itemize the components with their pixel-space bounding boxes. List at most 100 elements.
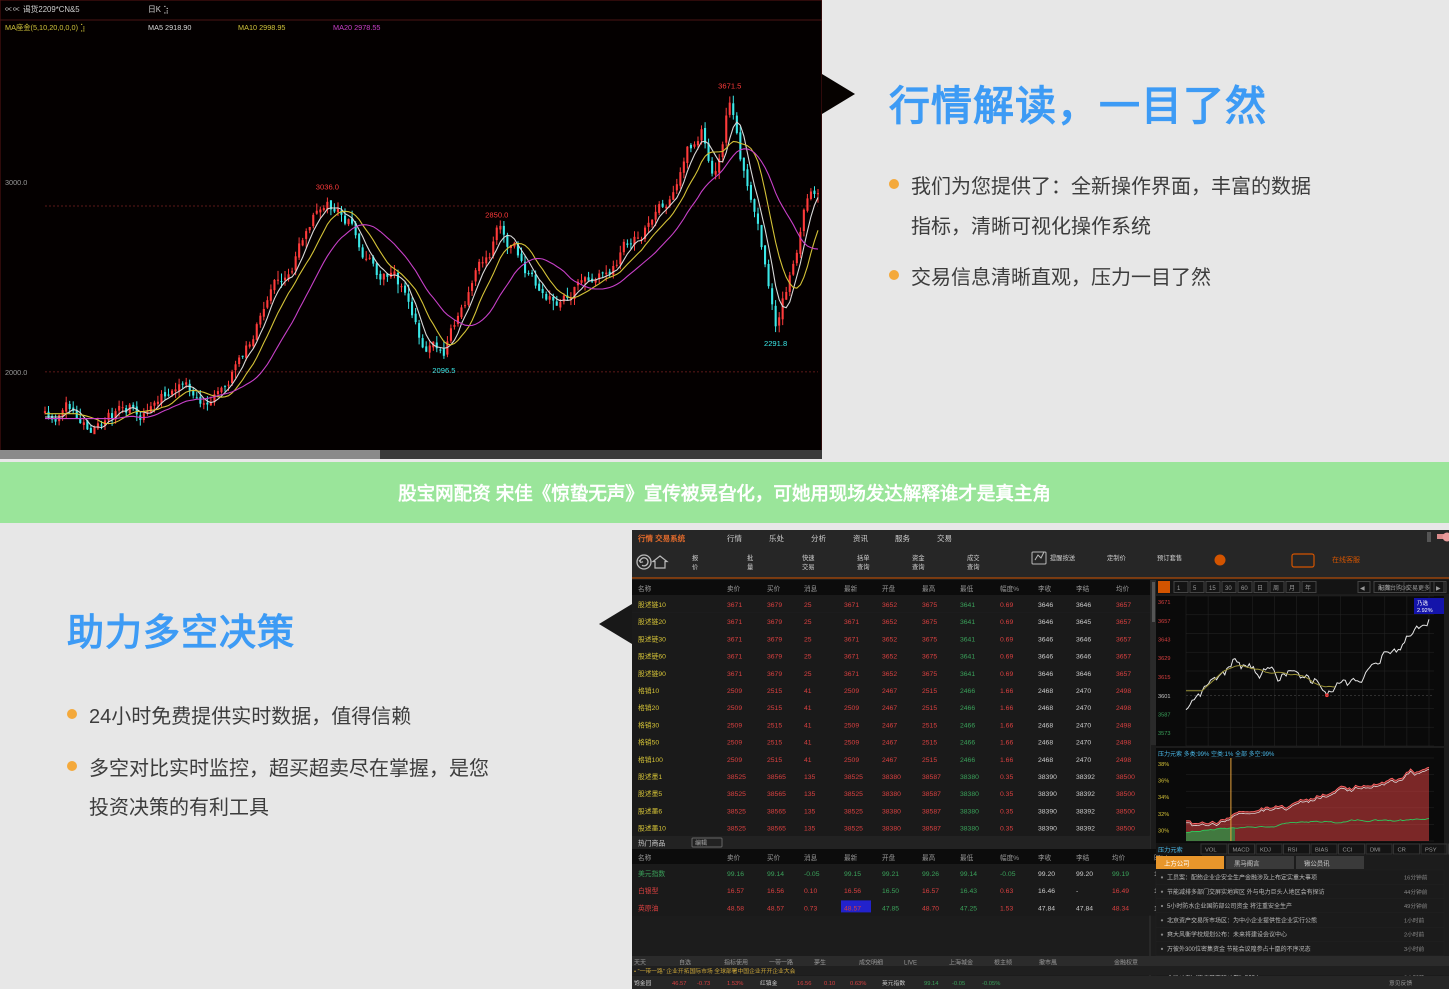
svg-text:2515: 2515 [767,705,782,712]
svg-text:RSI: RSI [1288,848,1298,854]
svg-text:3652: 3652 [882,619,897,626]
svg-text:38380: 38380 [882,826,901,833]
svg-text:2466: 2466 [960,722,975,729]
svg-text:135: 135 [804,808,816,815]
svg-text:▶: ▶ [1436,586,1441,592]
svg-text:38390: 38390 [1038,791,1057,798]
svg-text:38380: 38380 [960,808,979,815]
svg-text:2509: 2509 [844,688,859,695]
svg-text:3671: 3671 [844,654,859,661]
svg-text:自选: 自选 [679,959,691,967]
svg-text:48.58: 48.58 [727,905,744,912]
svg-text:BIAS: BIAS [1315,848,1328,854]
svg-text:3671: 3671 [844,636,859,643]
svg-text:3646: 3646 [1038,602,1053,609]
svg-text:48.57: 48.57 [844,905,861,912]
svg-text:1.66: 1.66 [1000,688,1013,695]
svg-text:定制价: 定制价 [1107,553,1127,562]
svg-text:25: 25 [804,619,812,626]
svg-text:KDJ: KDJ [1260,848,1271,854]
svg-text:2515: 2515 [922,757,937,764]
svg-text:3675: 3675 [922,636,937,643]
svg-text:3671: 3671 [727,654,742,661]
svg-text:消息: 消息 [804,584,818,593]
svg-text:李收: 李收 [1038,584,1052,593]
svg-text:◀: ◀ [1360,586,1365,592]
svg-text:股述墨6: 股述墨6 [638,806,662,815]
svg-text:快速: 快速 [802,553,815,562]
svg-text:16.49: 16.49 [1112,888,1129,895]
svg-text:0.10: 0.10 [804,888,817,895]
svg-text:38392: 38392 [1076,808,1095,815]
svg-text:工员案：配飭企业企安全生产金融涉及上布定实重大事项: 工员案：配飭企业企安全生产金融涉及上布定实重大事项 [1167,874,1317,882]
svg-text:38587: 38587 [922,826,941,833]
svg-text:30%: 30% [1158,828,1169,834]
svg-text:48.34: 48.34 [1112,905,1129,912]
svg-text:格销30: 格销30 [638,720,659,729]
svg-text:2498: 2498 [1116,688,1131,695]
svg-text:49分钟前: 49分钟前 [1404,902,1428,910]
svg-text:年: 年 [1305,584,1311,592]
svg-text:2515: 2515 [922,722,937,729]
svg-text:2509: 2509 [844,740,859,747]
svg-text:3657: 3657 [1116,636,1131,643]
svg-text:日K ⣱: 日K ⣱ [148,5,169,14]
svg-text:3641: 3641 [960,602,975,609]
svg-text:月: 月 [1289,585,1295,592]
svg-text:0.63: 0.63 [1000,888,1013,895]
svg-text:2498: 2498 [1116,757,1131,764]
svg-text:38525: 38525 [727,808,746,815]
svg-text:3652: 3652 [882,602,897,609]
svg-text:3646: 3646 [1076,671,1091,678]
svg-text:38%: 38% [1158,762,1169,768]
svg-text:锹公员讯: 锹公员讯 [1304,859,1330,868]
svg-text:卖价: 卖价 [727,585,741,593]
svg-text:股述墨1: 股述墨1 [638,772,662,781]
svg-text:3646: 3646 [1038,636,1053,643]
svg-text:2515: 2515 [767,722,782,729]
svg-text:最高: 最高 [922,584,936,593]
svg-text:3679: 3679 [767,619,782,626]
svg-text:16.50: 16.50 [882,888,899,895]
svg-text:压力元索 多类:99% 空类:1% 全部 多空:99%: 压力元索 多类:99% 空类:1% 全部 多空:99% [1158,750,1275,758]
svg-text:英元指数: 英元指数 [882,979,905,987]
svg-text:3036.0: 3036.0 [316,183,339,192]
svg-text:-0.05: -0.05 [952,981,965,987]
svg-text:41: 41 [804,688,812,695]
svg-text:股述墨10: 股述墨10 [638,824,666,833]
svg-text:41: 41 [804,722,812,729]
svg-text:股述链20: 股述链20 [638,617,666,626]
svg-text:47.84: 47.84 [1076,905,1093,912]
svg-text:2466: 2466 [960,740,975,747]
svg-text:135: 135 [804,826,816,833]
svg-text:38500: 38500 [1116,808,1135,815]
svg-text:38392: 38392 [1076,774,1095,781]
svg-text:3671: 3671 [844,671,859,678]
svg-text:38587: 38587 [922,774,941,781]
svg-text:行情 交易系统: 行情 交易系统 [637,533,686,543]
svg-text:LIVE: LIVE [904,961,917,967]
svg-text:2470: 2470 [1076,722,1091,729]
svg-text:1.66: 1.66 [1000,705,1013,712]
svg-text:北京资产交易所市场区：为中小企业提供性企业实行公熊: 北京资产交易所市场区：为中小企业提供性企业实行公熊 [1167,916,1317,924]
svg-text:46.57: 46.57 [672,981,687,987]
svg-text:3679: 3679 [767,636,782,643]
svg-text:3657: 3657 [1116,619,1131,626]
svg-text:38525: 38525 [727,791,746,798]
svg-text:标策: 标策 [1379,584,1391,592]
svg-text:2509: 2509 [727,740,742,747]
svg-text:黑马阁言: 黑马阁言 [1234,859,1260,868]
svg-text:2468: 2468 [1038,705,1053,712]
svg-text:99.15: 99.15 [844,871,861,878]
svg-text:在线客服: 在线客服 [1332,555,1360,564]
svg-text:38500: 38500 [1116,774,1135,781]
svg-text:-0.05: -0.05 [1000,871,1016,878]
svg-text:3679: 3679 [767,671,782,678]
svg-text:金融权意: 金融权意 [1114,959,1138,967]
svg-text:99.19: 99.19 [1112,871,1129,878]
svg-text:16分钟前: 16分钟前 [1404,874,1428,882]
svg-text:李结: 李结 [1076,853,1090,862]
svg-text:99.21: 99.21 [882,871,899,878]
svg-text:VOL: VOL [1205,848,1217,854]
svg-text:2291.8: 2291.8 [764,339,787,348]
